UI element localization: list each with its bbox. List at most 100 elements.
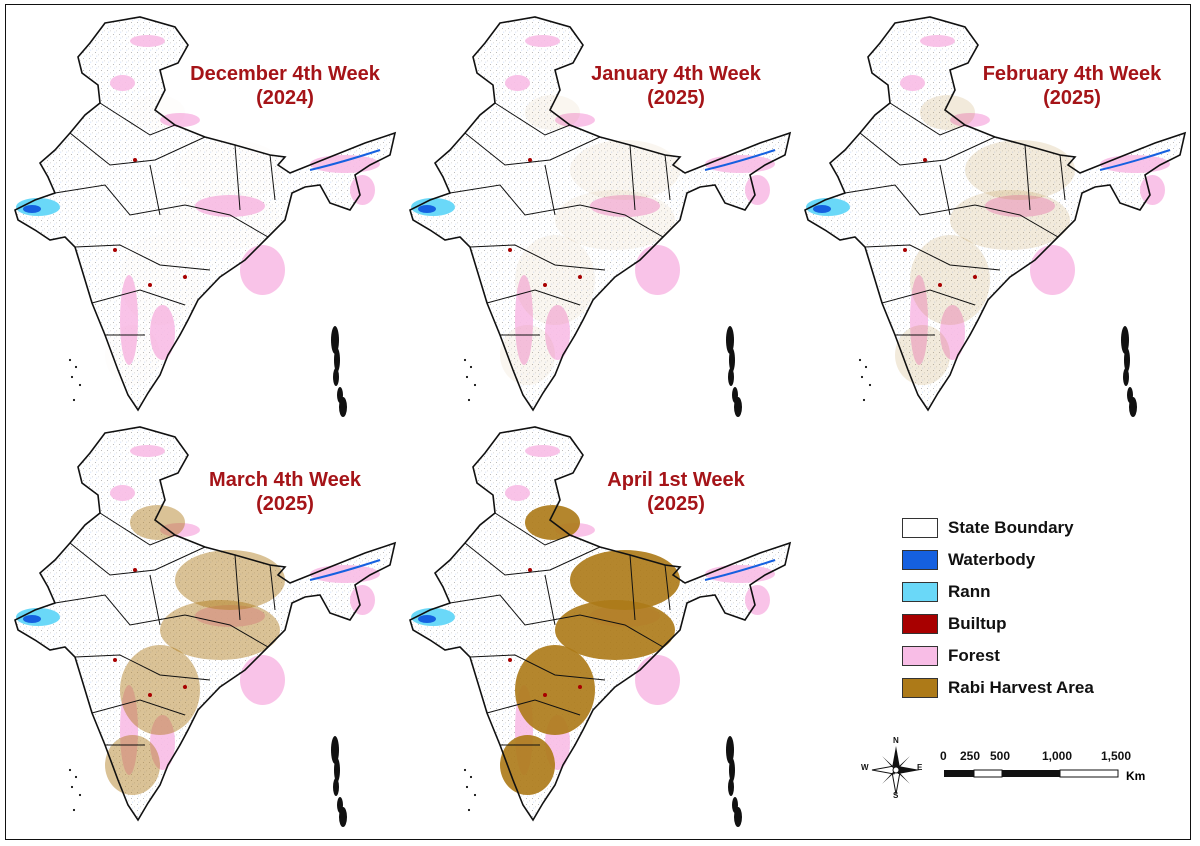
island-andaman [339,807,347,827]
island-lakshadweep [72,808,76,812]
scale-segment [1059,769,1119,778]
scale-segment [1002,770,1060,777]
legend-label: Rabi Harvest Area [948,678,1094,697]
island-lakshadweep [864,365,868,369]
state-boundary [149,574,161,626]
legend-label: Builtup [948,614,1007,633]
forest-patch [310,565,380,583]
scale-tick-label: 0 [940,749,947,763]
state-boundary [469,654,606,681]
legend-item-waterbody: Waterbody [902,544,1162,576]
forest-patch [110,75,135,91]
state-boundary [1059,154,1066,201]
builtup-dot [508,248,512,252]
scale-segment [944,770,974,777]
forest-patch [525,445,560,457]
harvest-patch [515,645,595,735]
island-lakshadweep [473,383,477,387]
panel-title-line2: (2025) [256,493,314,515]
harvest-patch [555,600,675,660]
scale-tick-label: 250 [960,749,981,763]
state-boundary [269,154,276,201]
island-andaman [331,736,339,764]
builtup-dot [113,658,117,662]
island-andaman [728,778,734,796]
forest-patch [545,305,570,360]
state-boundary [469,244,606,271]
waterbody [813,205,831,213]
builtup-dot [148,693,152,697]
builtup-dot [183,275,187,279]
island-lakshadweep [467,398,471,402]
panel-title-line1: January 4th Week [591,63,761,85]
forest-patch [1100,155,1170,173]
india-map-mar [14,426,396,827]
state-boundary [234,144,241,211]
figure-frame [5,4,1191,840]
state-boundary [629,554,636,621]
legend-swatch [902,582,938,602]
panel-title-line1: December 4th Week [190,63,380,85]
island-andaman [729,758,735,782]
legend-item-rabi-harvest-area: Rabi Harvest Area [902,672,1162,704]
state-boundary [69,132,206,166]
forest-patch [505,485,530,501]
island-lakshadweep [465,785,469,789]
island-andaman [728,368,734,386]
harvest-patch [570,140,680,200]
panel-title-december: December 4th Week (2024) [165,62,405,110]
legend-swatch [902,614,938,634]
legend-label: Rann [948,582,991,601]
forest-patch [515,275,533,365]
forest-patch [635,655,680,705]
harvest-patch [160,600,280,660]
builtup-dot [578,275,582,279]
panel-title-february: February 4th Week (2025) [952,62,1192,110]
island-lakshadweep [74,365,78,369]
forest-patch [635,245,680,295]
legend-label: Waterbody [948,550,1036,569]
state-boundary [91,699,186,716]
forest-patch [130,35,165,47]
forest-patch [1030,245,1075,295]
forest-patch [130,445,165,457]
panel-title-january: January 4th Week (2025) [556,62,796,110]
legend-item-rann: Rann [902,576,1162,608]
forest-patch [1140,175,1165,205]
legend-item-state-boundary: State Boundary [902,512,1162,544]
scale-tick-label: 1,000 [1042,749,1073,763]
builtup-dot [528,568,532,572]
state-boundary [664,154,671,201]
state-boundary [54,594,269,648]
builtup-dot [543,283,547,287]
builtup-dot [923,158,927,162]
island-andaman [333,368,339,386]
harvest-patch [120,235,200,325]
forest-patch [525,35,560,47]
legend-swatch [902,646,938,666]
forest-patch [240,655,285,705]
island-andaman [334,758,340,782]
forest-patch [745,585,770,615]
forest-patch [310,155,380,173]
panel-title-line1: April 1st Week [607,469,745,491]
island-lakshadweep [70,375,74,379]
panel-title-april: April 1st Week (2025) [556,468,796,516]
compass-south: S [893,791,899,800]
builtup-dot [133,568,137,572]
island-lakshadweep [858,358,862,362]
state-boundary [629,144,636,211]
india-map-dec [14,16,396,417]
state-boundary [74,654,211,681]
island-lakshadweep [473,793,477,797]
state-boundary [494,102,571,136]
island-andaman [331,326,339,354]
state-boundary [486,289,581,306]
forest-patch [505,75,530,91]
compass-north: N [893,736,899,745]
island-lakshadweep [469,775,473,779]
harvest-patch [175,550,285,610]
forest-patch [940,305,965,360]
forest-patch [350,175,375,205]
